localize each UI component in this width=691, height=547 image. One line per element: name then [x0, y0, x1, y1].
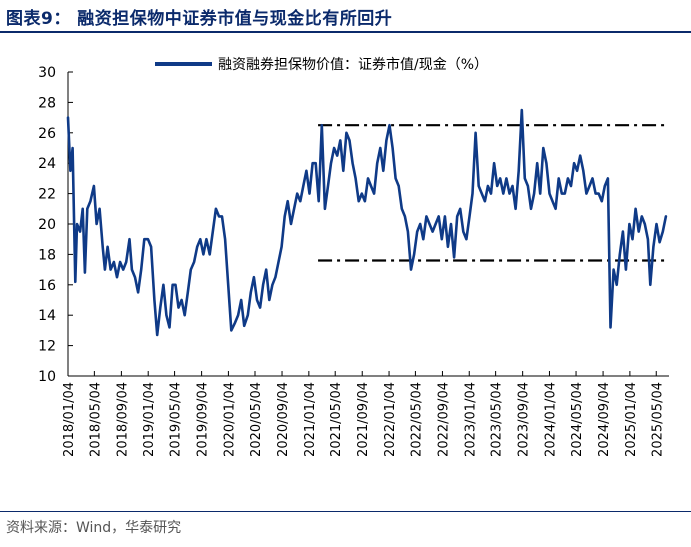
x-tick-label: 2022/05/04 [409, 382, 424, 457]
series-line-0 [66, 108, 668, 337]
x-tick-label: 2018/05/04 [88, 382, 103, 457]
y-tick-label: 24 [38, 156, 56, 172]
series-layer [66, 108, 668, 337]
x-tick-label: 2023/01/04 [463, 382, 478, 457]
y-tick-label: 28 [38, 95, 56, 111]
y-tick-label: 26 [38, 126, 56, 142]
x-tick-label: 2021/05/04 [329, 382, 344, 457]
title-rule [0, 31, 691, 33]
x-tick-label: 2022/09/04 [436, 382, 451, 457]
x-tick-label: 2023/09/04 [517, 382, 532, 457]
y-tick-label: 22 [38, 187, 56, 203]
x-tick-label: 2020/05/04 [249, 382, 264, 457]
x-tick-label: 2024/05/04 [570, 382, 585, 457]
x-tick-label: 2022/01/04 [383, 382, 398, 457]
x-tick-label: 2019/05/04 [169, 382, 184, 457]
x-tick-label: 2019/09/04 [196, 382, 211, 457]
y-tick-label: 12 [38, 339, 56, 355]
x-tick-label: 2020/01/04 [222, 382, 237, 457]
x-tick-label: 2024/01/04 [543, 382, 558, 457]
y-tick-label: 18 [38, 247, 56, 263]
x-tick-label: 2021/01/04 [303, 382, 318, 457]
x-tick-label: 2018/01/04 [62, 382, 77, 457]
figure-title: 图表9： 融资担保物中证券市值与现金比有所回升 [6, 4, 392, 29]
y-tick-label: 16 [38, 278, 56, 294]
x-tick-label: 2019/01/04 [142, 382, 157, 457]
figure-label: 图表9： [6, 9, 71, 29]
legend: 融资融券担保物价值：证券市值/现金（%） [155, 56, 488, 73]
x-tick-label: 2020/09/04 [276, 382, 291, 457]
x-tick-label: 2023/05/04 [490, 382, 505, 457]
source-rule [0, 511, 691, 512]
source-note: 资料来源：Wind，华泰研究 [6, 520, 182, 536]
y-tick-label: 14 [38, 308, 56, 324]
figure-title-text: 融资担保物中证券市值与现金比有所回升 [77, 9, 393, 29]
legend-label: 融资融券担保物价值：证券市值/现金（%） [218, 56, 488, 73]
x-tick-label: 2025/05/04 [650, 382, 665, 457]
x-tick-label: 2018/09/04 [115, 382, 130, 457]
y-tick-label: 30 [38, 65, 56, 81]
y-tick-label: 20 [38, 217, 56, 233]
x-tick-label: 2021/09/04 [356, 382, 371, 457]
line-chart: 10 12 14 16 18 20 22 24 26 28 30 2018/01/04 2018/05/… [38, 56, 669, 457]
x-tick-label: 2025/01/04 [624, 382, 639, 457]
x-tick-label: 2024/09/04 [597, 382, 612, 457]
y-tick-label: 10 [38, 369, 56, 385]
axes: 10 12 14 16 18 20 22 24 26 28 30 2018/01/04 2018/05/… [38, 65, 669, 457]
